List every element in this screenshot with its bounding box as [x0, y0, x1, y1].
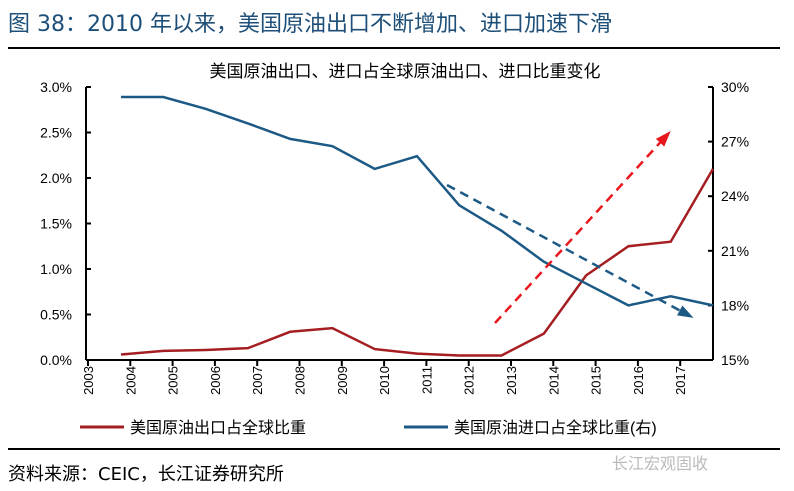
falling-trend-arrow — [446, 183, 691, 318]
x-tick-label: 2010 — [377, 366, 392, 395]
left-tick-label: 0.0% — [40, 352, 72, 368]
legend-label-import: 美国原油进口占全球比重(右) — [454, 419, 657, 437]
left-tick-label: 2.5% — [40, 125, 72, 141]
chart-title: 美国原油出口、进口占全球原油出口、进口比重变化 — [210, 62, 601, 81]
x-tick-label: 2004 — [123, 366, 138, 395]
figure-title: 图 38：2010 年以来，美国原油出口不断增加、进口加速下滑 — [8, 12, 612, 37]
x-tick-label: 2007 — [250, 366, 265, 395]
export-share-line — [120, 168, 715, 357]
x-tick-label: 2012 — [462, 366, 477, 395]
bottom-divider — [8, 448, 780, 450]
x-tick-label: 2008 — [293, 366, 308, 395]
source-note: 资料来源：CEIC，长江证券研究所 — [8, 464, 284, 485]
left-tick-label: 0.5% — [40, 307, 72, 323]
x-tick-label: 2011 — [419, 366, 434, 394]
right-tick-label: 21% — [721, 243, 749, 259]
x-tick-label: 2003 — [81, 366, 96, 395]
legend-label-export: 美国原油出口占全球比重 — [130, 419, 306, 437]
right-tick-label: 24% — [721, 188, 749, 204]
watermark: 长江宏观固收 — [612, 454, 709, 473]
x-tick-label: 2009 — [335, 366, 350, 395]
top-divider — [8, 47, 780, 49]
x-tick-label: 2005 — [166, 366, 181, 395]
left-tick-label: 2.0% — [40, 170, 72, 186]
right-tick-label: 30% — [721, 79, 749, 95]
left-tick-label: 1.5% — [40, 216, 72, 232]
left-tick-label: 3.0% — [40, 79, 72, 95]
x-tick-label: 2016 — [631, 366, 646, 395]
right-tick-label: 27% — [721, 134, 749, 150]
left-tick-label: 1.0% — [40, 261, 72, 277]
rising-trend-arrow-head — [655, 131, 671, 147]
x-tick-label: 2014 — [546, 366, 561, 395]
x-tick-label: 2017 — [673, 366, 688, 395]
x-tick-label: 2013 — [504, 366, 519, 395]
x-tick-label: 2015 — [589, 366, 604, 395]
x-tick-label: 2006 — [208, 366, 223, 395]
rising-trend-arrow — [494, 133, 669, 324]
right-tick-label: 18% — [721, 297, 749, 313]
right-tick-label: 15% — [721, 352, 749, 368]
import-share-line — [121, 95, 714, 307]
falling-trend-arrow-head — [677, 305, 694, 318]
